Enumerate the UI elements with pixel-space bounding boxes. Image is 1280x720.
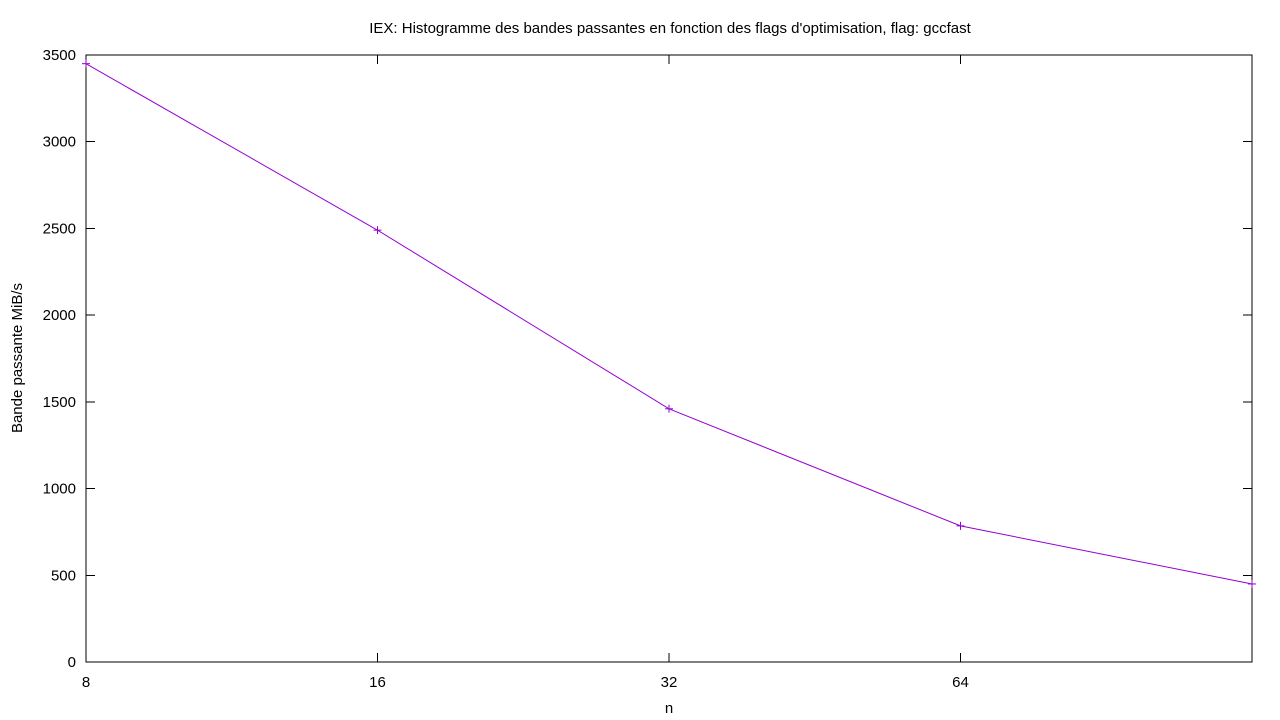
y-tick-label: 500 bbox=[51, 567, 76, 584]
y-tick-label: 3000 bbox=[43, 134, 76, 151]
series-line bbox=[85, 63, 1253, 585]
data-point-marker bbox=[82, 59, 90, 68]
x-tick-label: 16 bbox=[369, 674, 386, 691]
chart-title: IEX: Histogramme des bandes passantes en… bbox=[369, 20, 971, 37]
x-tick-label: 32 bbox=[661, 674, 678, 691]
y-tick-label: 2000 bbox=[43, 307, 76, 324]
plot-frame bbox=[85, 54, 1253, 663]
data-point-marker bbox=[956, 521, 965, 530]
y-axis-label: Bande passante MiB/s bbox=[9, 283, 26, 433]
x-axis: 8 16 32 64 bbox=[82, 55, 969, 691]
y-axis: 0 500 1000 1500 2000 2500 3000 3500 bbox=[43, 47, 1252, 671]
y-tick-label: 1500 bbox=[43, 394, 76, 411]
x-tick-label: 64 bbox=[952, 674, 969, 691]
y-tick-label: 0 bbox=[68, 654, 76, 671]
x-tick-label: 8 bbox=[82, 674, 90, 691]
data-point-marker bbox=[373, 226, 382, 235]
data-point-marker bbox=[1248, 579, 1256, 588]
y-tick-label: 3500 bbox=[43, 47, 76, 64]
y-tick-label: 2500 bbox=[43, 220, 76, 237]
y-tick-label: 1000 bbox=[43, 481, 76, 498]
plot-border bbox=[85, 54, 1253, 663]
data-point-marker bbox=[665, 404, 673, 413]
x-axis-label: n bbox=[665, 700, 673, 717]
series-layer bbox=[82, 59, 1256, 588]
